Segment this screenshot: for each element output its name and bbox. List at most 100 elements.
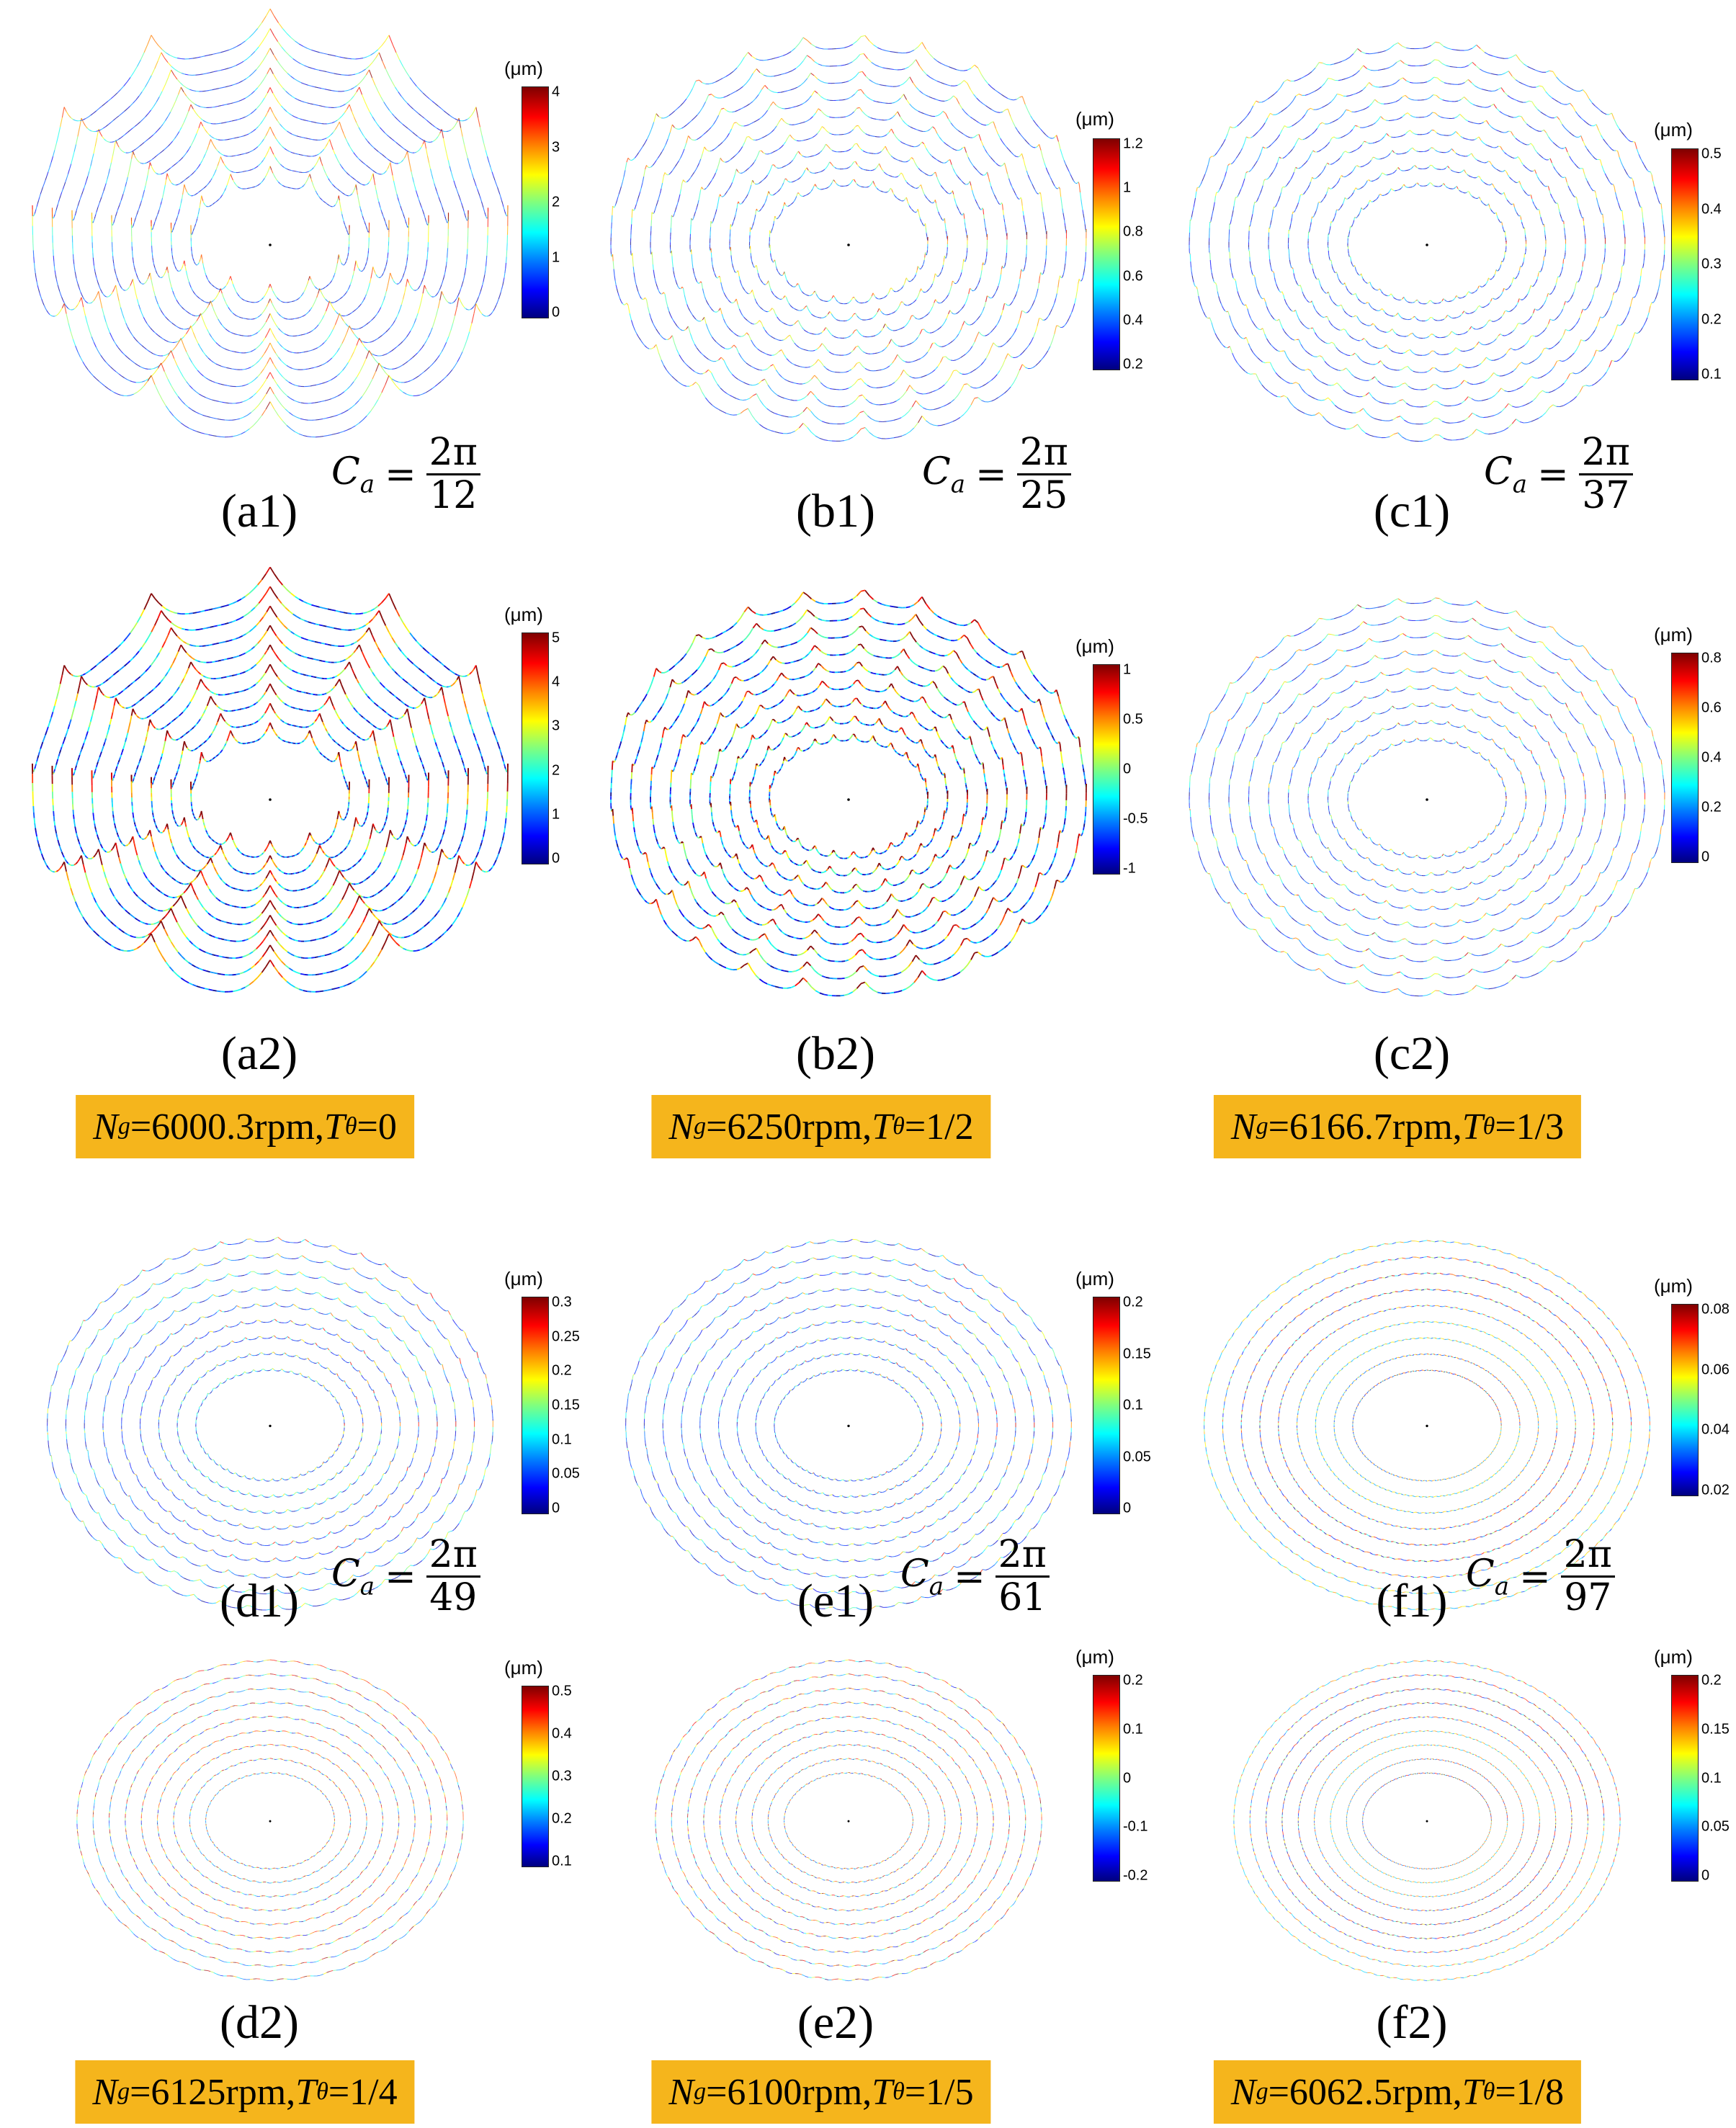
- surface-trace-segment: [129, 151, 132, 153]
- surface-trace-segment: [113, 117, 117, 121]
- surface-trace-segment: [248, 381, 252, 385]
- surface-trace-segment: [160, 310, 163, 313]
- surface-trace-segment: [172, 228, 174, 231]
- surface-trace-segment: [738, 335, 741, 337]
- surface-trace-segment: [344, 292, 346, 295]
- surface-trace-segment: [53, 266, 55, 271]
- surface-trace-segment: [383, 270, 385, 272]
- surface-trace-segment: [924, 254, 926, 258]
- surface-trace-segment: [104, 295, 107, 298]
- surface-trace-segment: [347, 58, 352, 60]
- surface-trace-segment: [287, 130, 290, 133]
- surface-trace-segment: [326, 359, 330, 363]
- surface-trace-segment: [421, 293, 424, 301]
- surface-trace-segment: [238, 295, 241, 298]
- surface-trace-segment: [254, 87, 259, 91]
- surface-trace-segment: [146, 323, 149, 326]
- surface-trace-segment: [965, 225, 967, 228]
- surface-trace-segment: [406, 225, 408, 228]
- surface-trace-segment: [272, 73, 277, 80]
- surface-trace-segment: [958, 149, 961, 151]
- surface-trace-segment: [249, 73, 254, 77]
- surface-trace-segment: [231, 280, 233, 285]
- surface-trace-segment: [282, 301, 285, 303]
- surface-trace-segment: [173, 323, 176, 326]
- surface-trace-segment: [105, 179, 108, 184]
- surface-trace-segment: [898, 345, 901, 347]
- surface-trace-segment: [738, 271, 740, 277]
- surface-trace-segment: [303, 334, 305, 336]
- surface-trace-segment: [771, 290, 774, 294]
- surface-trace-segment: [351, 328, 354, 330]
- surface-trace-segment: [394, 317, 398, 321]
- surface-trace-segment: [176, 79, 181, 84]
- surface-trace-segment: [346, 228, 347, 231]
- surface-trace-segment: [895, 344, 899, 347]
- surface-trace-segment: [103, 187, 106, 192]
- surface-trace-segment: [430, 295, 432, 298]
- surface-trace-segment: [192, 289, 194, 292]
- surface-trace-segment: [784, 354, 787, 359]
- surface-trace-segment: [138, 278, 140, 281]
- surface-trace-segment: [210, 300, 213, 307]
- surface-trace-segment: [93, 110, 97, 114]
- surface-trace-segment: [164, 355, 169, 360]
- surface-trace-segment: [723, 194, 725, 197]
- surface-trace-segment: [358, 395, 363, 401]
- surface-trace-segment: [327, 139, 330, 143]
- surface-trace-segment: [888, 174, 891, 176]
- surface-trace-segment: [257, 344, 261, 347]
- surface-trace-segment: [103, 294, 105, 297]
- surface-trace-segment: [149, 272, 152, 280]
- surface-trace-segment: [358, 127, 362, 132]
- surface-trace-segment: [252, 69, 257, 73]
- surface-trace-segment: [63, 107, 67, 112]
- surface-trace-segment: [304, 287, 307, 290]
- surface-trace-segment: [272, 363, 277, 370]
- surface-trace-segment: [392, 175, 395, 182]
- surface-trace-segment: [416, 111, 419, 115]
- surface-trace-segment: [329, 180, 332, 183]
- surface-trace-segment: [748, 334, 752, 341]
- surface-trace-segment: [918, 130, 921, 132]
- surface-trace-segment: [954, 313, 957, 315]
- surface-trace-segment: [252, 393, 257, 397]
- surface-trace-segment: [205, 185, 207, 188]
- surface-trace-segment: [152, 285, 155, 292]
- surface-trace-segment: [349, 285, 351, 288]
- surface-trace-segment: [361, 94, 365, 102]
- surface-trace-segment: [228, 120, 232, 122]
- surface-trace-segment: [63, 303, 67, 314]
- surface-trace-segment: [180, 338, 184, 346]
- surface-trace-segment: [156, 215, 158, 218]
- surface-trace-segment: [306, 332, 309, 334]
- surface-trace-segment: [326, 71, 331, 73]
- surface-trace-segment: [362, 415, 367, 421]
- surface-trace-segment: [141, 283, 143, 285]
- surface-trace-segment: [748, 189, 751, 192]
- surface-trace-segment: [715, 274, 717, 277]
- surface-trace-segment: [429, 169, 432, 174]
- surface-trace-segment: [888, 128, 892, 133]
- surface-trace-segment: [971, 189, 974, 195]
- surface-trace-segment: [187, 193, 189, 195]
- surface-trace-segment: [220, 104, 225, 107]
- surface-trace-segment: [456, 297, 460, 308]
- surface-trace-segment: [77, 284, 79, 287]
- surface-trace-segment: [283, 362, 287, 366]
- surface-trace-segment: [259, 141, 262, 146]
- surface-trace-segment: [400, 146, 403, 148]
- surface-trace-segment: [35, 206, 37, 210]
- surface-trace-segment: [756, 210, 759, 212]
- surface-trace-segment: [258, 399, 263, 406]
- surface-trace-segment: [90, 372, 94, 377]
- surface-trace-segment: [828, 370, 833, 372]
- surface-trace-segment: [347, 142, 350, 147]
- surface-trace-segment: [916, 209, 918, 211]
- surface-trace-segment: [790, 203, 792, 205]
- surface-trace-segment: [802, 292, 805, 295]
- surface-trace-segment: [296, 61, 301, 64]
- surface-trace-segment: [419, 89, 424, 94]
- surface-trace-segment: [824, 316, 827, 318]
- surface-trace-segment: [708, 182, 711, 186]
